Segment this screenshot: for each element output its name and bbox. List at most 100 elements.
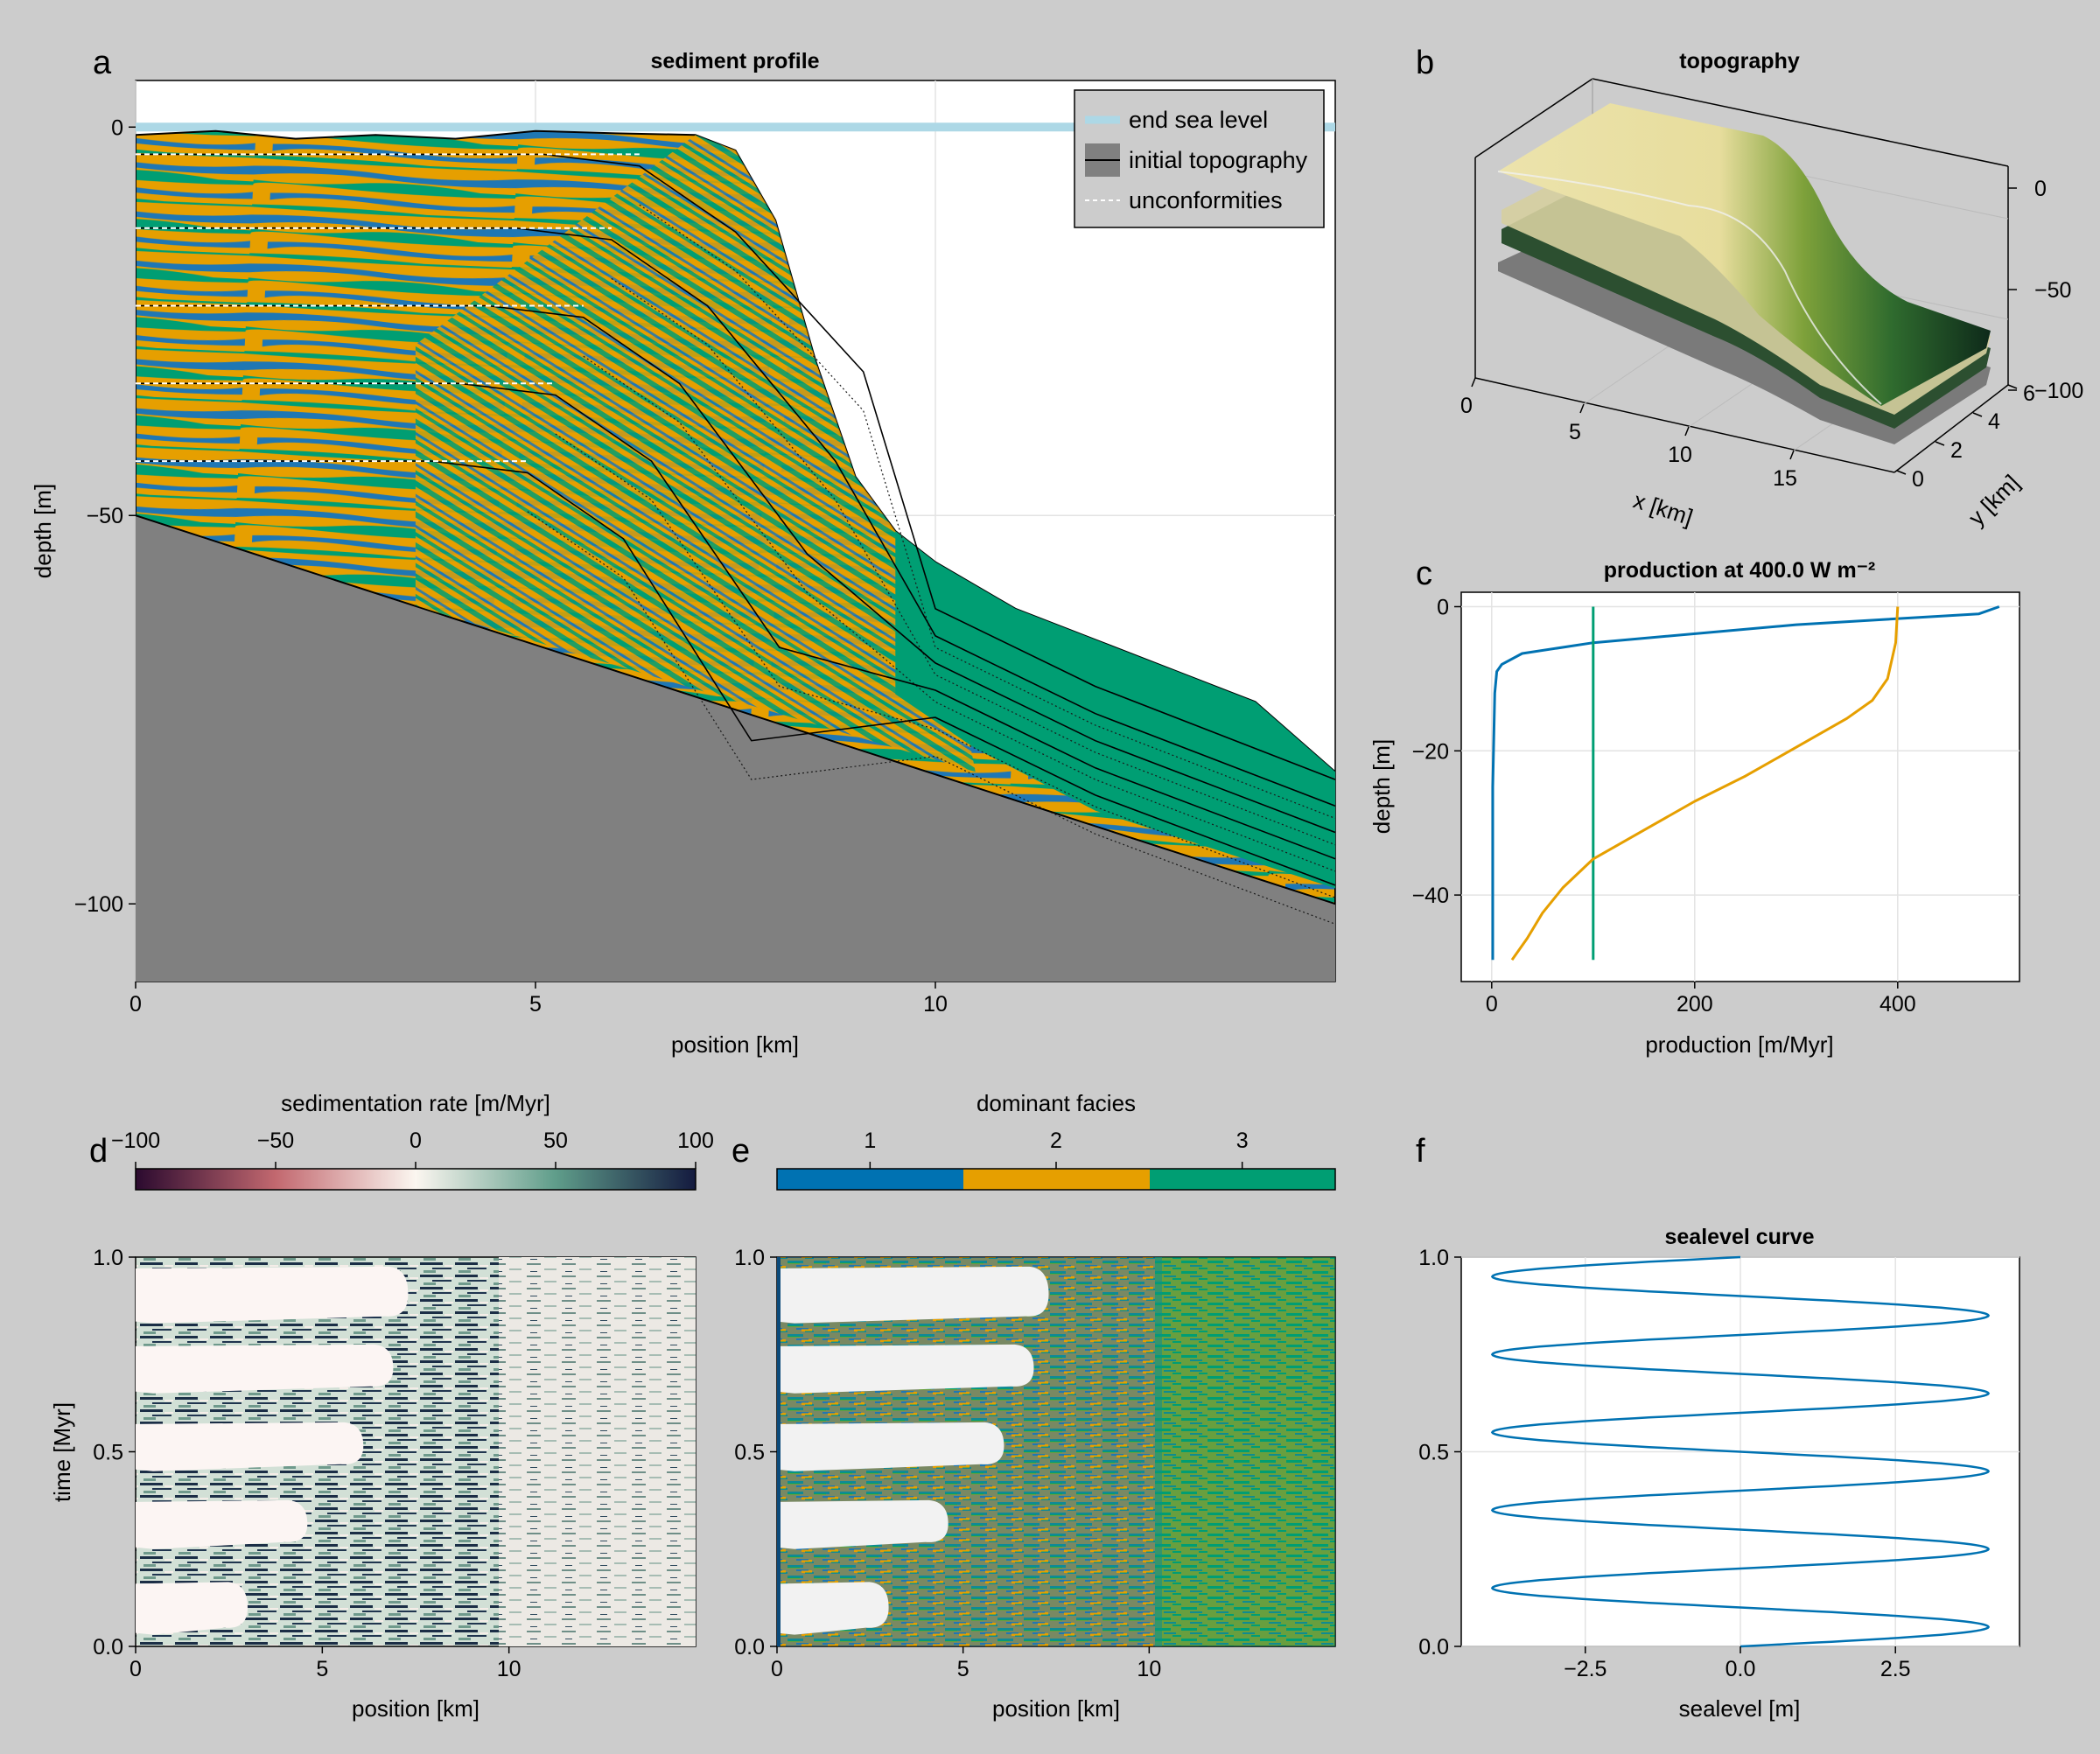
panel-a-ytick-label: −50 <box>87 504 123 528</box>
panel-b-xtick-label: 15 <box>1773 466 1797 491</box>
panel-a-sediment-profile: a sediment profile 0 5 10 0 −50 −100 position… <box>30 45 1336 1058</box>
panel-e-ytick-label: 1.0 <box>734 1246 765 1270</box>
panel-d-colorbar-tick: −50 <box>257 1129 294 1153</box>
hiatus-area <box>136 1582 248 1635</box>
panel-c-xtick-label: 200 <box>1676 992 1713 1017</box>
time-line <box>136 382 1335 860</box>
panel-e-heatmap-distal <box>1155 1257 1335 1646</box>
panel-a-xtick-label: 0 <box>130 992 142 1017</box>
hiatus-area <box>777 1344 1034 1394</box>
panel-d-colorbar-tick: 0 <box>410 1129 422 1153</box>
panel-b-ztick-label: −100 <box>2034 379 2083 403</box>
panel-c-ylabel: depth [m] <box>1368 739 1395 834</box>
panel-d-letter: d <box>89 1133 108 1170</box>
panel-d-xtick-label: 0 <box>130 1657 142 1681</box>
panel-d-colorbar-ticks: −100 −50 0 50 100 <box>111 1129 714 1169</box>
production-curve-facies-2 <box>1510 606 1900 961</box>
panel-a-xlabel: position [km] <box>671 1031 799 1058</box>
panel-a-letter: a <box>93 45 112 81</box>
panel-d-xlabel: position [km] <box>352 1695 480 1722</box>
panel-e-xtick-label: 10 <box>1137 1657 1161 1681</box>
panel-e-xtick-label: 0 <box>771 1657 783 1681</box>
hiatus-area <box>777 1499 948 1549</box>
legend-label-initial-topography: initial topography <box>1129 147 1308 173</box>
panel-e-colorbar-tick: 2 <box>1050 1129 1062 1153</box>
panel-d-ytick-label: 0.0 <box>93 1635 123 1660</box>
production-curves <box>1491 605 2000 961</box>
panel-b-xtick-label: 10 <box>1668 443 1692 467</box>
panel-b-ztick-label: −50 <box>2034 278 2071 303</box>
facies-colorbar-1 <box>777 1169 963 1190</box>
panel-f-title: sealevel curve <box>1665 1225 1815 1249</box>
panel-b-ylabel: y [km] <box>1964 470 2025 531</box>
panel-c-ytick-label: 0 <box>1437 595 1449 619</box>
panel-a-title: sediment profile <box>650 49 819 73</box>
hiatus-area <box>777 1422 1004 1471</box>
panel-e-colorbar-ticks: 1 2 3 <box>864 1129 1249 1169</box>
panel-f-xtick-label: −2.5 <box>1564 1657 1606 1681</box>
hiatus-area <box>136 1499 308 1549</box>
panel-a-xtick-label: 10 <box>923 992 948 1017</box>
panel-a-ytick-label: −100 <box>74 892 123 917</box>
panel-b-xtick-label: 5 <box>1569 420 1581 444</box>
legend-label-sea-level: end sea level <box>1129 107 1268 133</box>
panel-d-ylabel: time [Myr] <box>49 1402 75 1502</box>
panel-d-sedimentation-rate: sedimentation rate [m/Myr] −100 −50 0 50 100… <box>49 1090 714 1722</box>
time-line <box>136 304 1335 834</box>
panel-e-letter: e <box>732 1133 750 1170</box>
panel-d-xtick-label: 10 <box>497 1657 522 1681</box>
panel-b-ztick-label: 0 <box>2034 177 2047 201</box>
panel-b-ytick-label: 6 <box>2023 381 2035 406</box>
hiatus-area <box>136 1344 394 1394</box>
panel-f-ytick-label: 0.0 <box>1418 1635 1449 1660</box>
time-line-dotted <box>611 277 1335 846</box>
panel-d-xtick-label: 5 <box>316 1657 328 1681</box>
hiatus-area <box>136 1266 409 1324</box>
panel-d-hiatus-areas <box>136 1266 409 1635</box>
panel-f-xtick-label: 2.5 <box>1880 1657 1911 1681</box>
basement-area <box>136 515 1335 982</box>
panel-c-plot-area <box>1460 591 2020 982</box>
distal-facies-area <box>895 531 1335 889</box>
panel-f-letter: f <box>1416 1133 1425 1170</box>
panel-c-xtick-label: 400 <box>1880 992 1916 1017</box>
panel-b-xlabel: x [km] <box>1630 486 1696 530</box>
panel-d-colorbar-tick: 100 <box>677 1129 714 1153</box>
panel-e-xlabel: position [km] <box>992 1695 1120 1722</box>
panel-d-colorbar-label: sedimentation rate [m/Myr] <box>281 1090 550 1116</box>
panel-b-ytick-label: 0 <box>1912 467 1924 492</box>
time-lines <box>136 153 1335 925</box>
initial-topography-line <box>136 514 1335 905</box>
panel-a-ytick-label: 0 <box>111 115 123 140</box>
panel-a-axes: 0 5 10 0 −50 −100 <box>74 115 948 1017</box>
panel-e-axes: 0 5 10 0.0 0.5 1.0 <box>734 1246 1161 1681</box>
panel-b-ytick-label: 4 <box>1988 409 2000 434</box>
sea-level-contour <box>1497 171 1882 405</box>
panel-f-xtick-label: 0.0 <box>1726 1657 1756 1681</box>
hiatus-area <box>777 1266 1049 1324</box>
panel-b-title: topography <box>1679 49 1800 73</box>
panel-d-ytick-label: 0.5 <box>93 1441 123 1465</box>
panel-e-colorbar-label: dominant facies <box>976 1090 1136 1116</box>
panel-c-ytick-label: −40 <box>1412 884 1449 908</box>
panel-b-xtick-label: 0 <box>1460 394 1473 418</box>
panel-b-ytick-label: 2 <box>1950 438 1963 463</box>
time-line-dotted <box>583 355 1335 872</box>
panel-a-xtick-label: 5 <box>529 992 542 1017</box>
sediment-slope-facies <box>415 135 976 772</box>
panel-e-hiatus-areas <box>777 1266 1049 1635</box>
panel-e-xtick-label: 5 <box>957 1657 970 1681</box>
sealevel-curve <box>1490 1255 1991 1648</box>
time-line <box>136 153 1335 780</box>
panel-a-legend: end sea level initial topography unconfo… <box>1074 89 1325 228</box>
panel-e-ytick-label: 0.5 <box>734 1441 765 1465</box>
facies-colorbar-2 <box>963 1169 1150 1190</box>
panel-d-heatmap-distal <box>499 1257 696 1646</box>
panel-f-sealevel: f sealevel curve −2.5 0.0 2.5 0.0 0.5 1.0 sea… <box>1416 1133 2020 1722</box>
panel-c-xlabel: production [m/Myr] <box>1645 1031 1833 1058</box>
sedimentation-rate-colorbar <box>135 1168 696 1191</box>
panel-f-xlabel: sealevel [m] <box>1679 1695 1801 1722</box>
panel-c-axes: 0 200 400 0 −20 −40 <box>1412 595 1916 1017</box>
